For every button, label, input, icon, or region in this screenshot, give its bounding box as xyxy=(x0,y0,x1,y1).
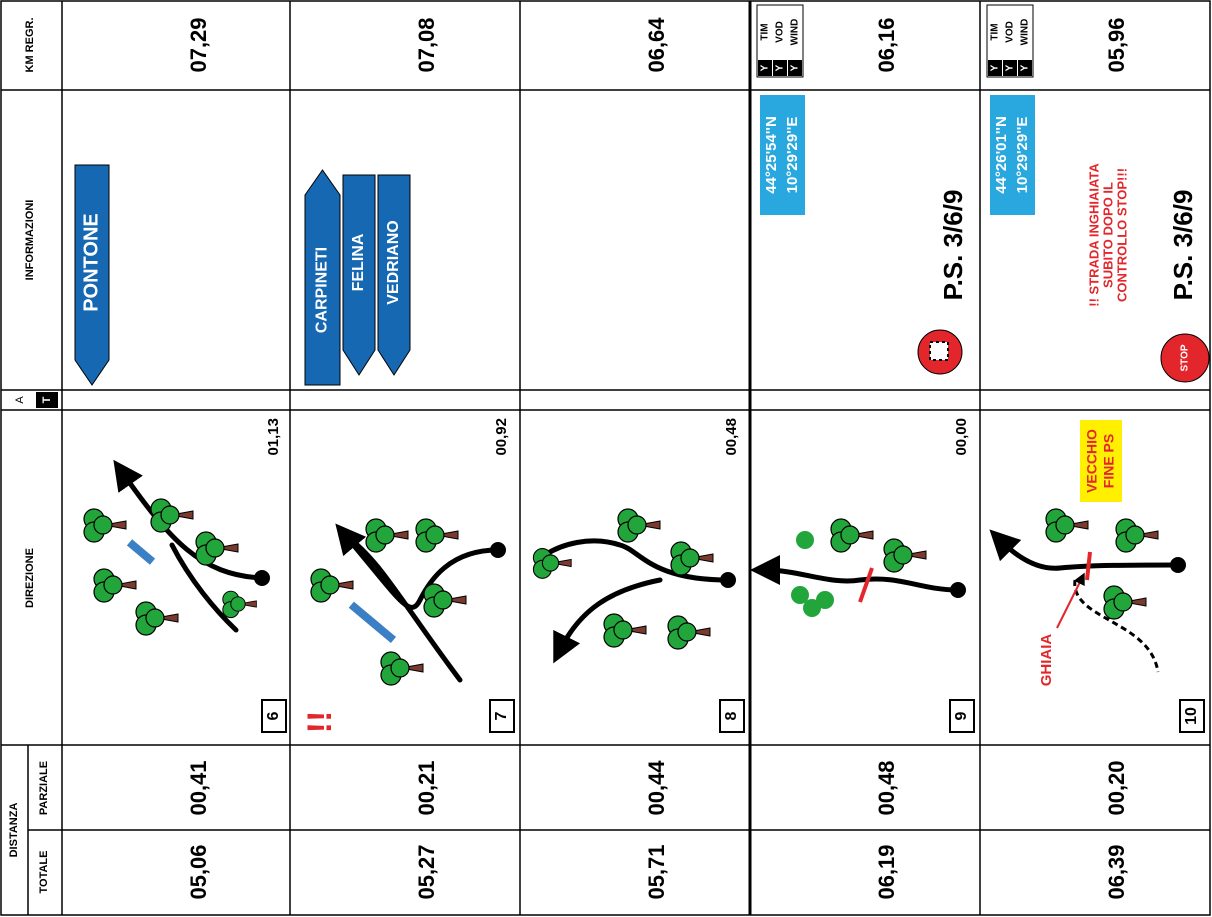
phone-operator: WIND xyxy=(1020,19,1031,46)
header-a: A xyxy=(14,396,26,404)
partial-distance: 00,41 xyxy=(186,760,211,815)
direction-diagrams xyxy=(83,459,1186,686)
header-direction: DIREZIONE xyxy=(24,548,36,608)
km-regr: 06,64 xyxy=(644,17,669,73)
step-number-box xyxy=(719,699,745,733)
direction-sign xyxy=(377,174,411,376)
km-regr: 05,96 xyxy=(1104,17,1129,72)
sign-text: VEDRIANO xyxy=(385,220,402,304)
total-distance: 06,39 xyxy=(1104,844,1129,899)
step-number: 9 xyxy=(953,711,970,720)
km-regr: 06,16 xyxy=(874,17,899,72)
label-text: FINE PS xyxy=(1101,434,1117,488)
header-t: T xyxy=(41,396,53,403)
direction-sign xyxy=(74,164,110,386)
coordinates: 44°26'01''N xyxy=(993,116,1010,194)
phone-mark-box xyxy=(773,60,787,76)
total-distance: 05,71 xyxy=(644,844,669,899)
phone-operator: WIND xyxy=(790,19,801,46)
direction-distance: 00,92 xyxy=(493,418,510,456)
step-number: 10 xyxy=(1183,707,1200,725)
note: SUBITO DOPO IL xyxy=(1100,182,1115,288)
special-stage: P.S. 3/6/9 xyxy=(938,190,968,301)
step-number: 8 xyxy=(723,711,740,720)
sign-text: CARPINETI xyxy=(314,247,331,333)
direction-distance: 00,00 xyxy=(953,418,970,456)
phone-mark-box xyxy=(988,60,1002,76)
total-distance: 05,27 xyxy=(414,844,439,899)
km-regr: 07,08 xyxy=(414,17,439,72)
special-stage: P.S. 3/6/9 xyxy=(1168,190,1198,301)
phone-operator: TIM xyxy=(760,23,771,40)
partial-distance: 00,21 xyxy=(414,760,439,815)
phone-mark: Y xyxy=(760,64,771,71)
note: !! STRADA INGHIAIATA xyxy=(1086,163,1101,307)
sign-text: PONTONE xyxy=(80,213,102,312)
partial-distance: 00,44 xyxy=(644,760,669,816)
header-km: KM REGR. xyxy=(24,18,36,73)
phone-mark: Y xyxy=(1020,64,1031,71)
step-number-box xyxy=(1179,699,1205,733)
note: CONTROLLO STOP!!! xyxy=(1114,168,1129,302)
step-number-box xyxy=(489,699,515,733)
step-number: 6 xyxy=(265,711,282,720)
coordinates-box xyxy=(760,95,805,215)
step-number-box xyxy=(261,699,287,733)
gravel-label: GHIAIA xyxy=(1038,634,1055,687)
phone-mark-box xyxy=(1003,60,1017,76)
header-distance: DISTANZA xyxy=(8,803,20,858)
step-number: 7 xyxy=(493,711,510,720)
phone-operator: VOD xyxy=(1005,21,1016,43)
phone-mark-box xyxy=(788,60,802,76)
km-regr: 07,29 xyxy=(186,17,211,72)
direction-distance: 01,13 xyxy=(265,418,282,456)
phone-operator: VOD xyxy=(775,21,786,43)
direction-sign xyxy=(342,174,376,376)
phone-mark: Y xyxy=(990,64,1001,71)
header-info: INFORMAZIONI xyxy=(24,200,36,281)
phone-mark-box xyxy=(1018,60,1032,76)
total-distance: 05,06 xyxy=(186,844,211,899)
stop-icon xyxy=(1160,333,1210,383)
partial-distance: 00,20 xyxy=(1104,760,1129,815)
label-text: VECCHIO xyxy=(1084,429,1100,493)
warning: !! xyxy=(301,711,339,734)
header-partial: PARZIALE xyxy=(38,761,50,815)
phone-mark-box xyxy=(758,60,772,76)
flag-checker xyxy=(929,341,949,361)
coordinates: 10°29'29''E xyxy=(1014,117,1031,194)
direction-distance: 00,48 xyxy=(723,418,740,456)
coordinates: 10°29'29''E xyxy=(784,117,801,194)
partial-distance: 00,48 xyxy=(874,760,899,815)
phone-mark: Y xyxy=(1005,64,1016,71)
total-distance: 06,19 xyxy=(874,844,899,899)
step-number-box xyxy=(949,699,975,733)
phone-operator: TIM xyxy=(990,23,1001,40)
phone-mark: Y xyxy=(790,64,801,71)
label-box xyxy=(1080,420,1122,502)
header-total: TOTALE xyxy=(38,851,50,894)
coordinates-box xyxy=(990,95,1035,215)
coordinates: 44°25'54''N xyxy=(763,116,780,194)
phone-mark: Y xyxy=(775,64,786,71)
direction-sign xyxy=(304,169,341,386)
sign-text: FELINA xyxy=(350,233,367,291)
stop-text: STOP xyxy=(1180,344,1191,371)
